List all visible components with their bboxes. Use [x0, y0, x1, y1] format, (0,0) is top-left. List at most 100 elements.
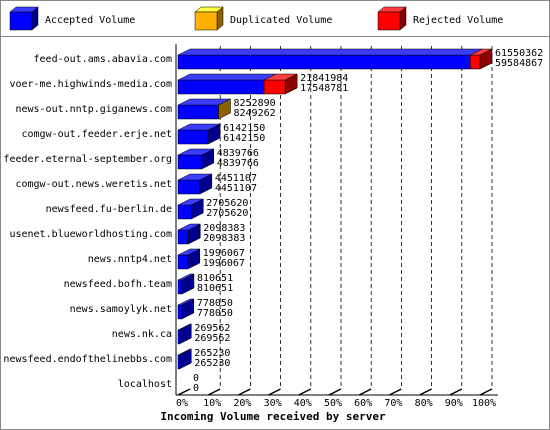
- value-label: 2705620: [206, 208, 248, 219]
- value-label: 8252890: [233, 98, 275, 109]
- bar-side: [187, 248, 201, 270]
- value-label: 1996067: [203, 258, 245, 269]
- legend-label: Duplicated Volume: [230, 15, 332, 26]
- x-tick-label: 70%: [384, 398, 402, 409]
- bar: [177, 279, 183, 295]
- bar-side: [479, 48, 493, 70]
- value-label: 4839766: [217, 158, 259, 169]
- value-label: 810651: [197, 283, 233, 294]
- bar-side: [207, 123, 221, 145]
- bar: [177, 154, 202, 170]
- tick-mark: [238, 388, 251, 396]
- y-tick-label: voer-me.highwinds-media.com: [9, 79, 172, 90]
- value-label: 1996067: [203, 248, 245, 259]
- bar: [177, 254, 189, 270]
- tick-mark: [328, 388, 342, 396]
- value-label: 265230: [194, 358, 230, 369]
- value-label: 59584867: [495, 58, 543, 69]
- legend-label: Rejected Volume: [413, 15, 503, 26]
- bar: [263, 79, 286, 95]
- legend-swatch: [194, 11, 218, 31]
- bar: [177, 179, 201, 195]
- value-label: 0: [193, 383, 199, 394]
- bar-side: [181, 298, 195, 320]
- bar: [470, 54, 481, 70]
- tick-mark: [268, 388, 281, 396]
- x-tick-label: 10%: [203, 398, 221, 409]
- bar-side: [179, 323, 192, 345]
- tick-mark: [389, 388, 402, 396]
- y-tick-label: usenet.blueworldhosting.com: [9, 229, 172, 240]
- bar-side: [218, 98, 231, 120]
- y-tick-label: news.nntp4.net: [88, 254, 172, 265]
- value-label: 2098383: [203, 223, 245, 234]
- legend-swatch: [377, 11, 401, 31]
- bar-side: [179, 348, 192, 370]
- tick-mark: [479, 388, 493, 396]
- value-label: 269562: [194, 323, 230, 334]
- x-tick-label: 40%: [294, 398, 312, 409]
- bar-side: [284, 73, 298, 95]
- bar-side: [191, 198, 204, 220]
- bar: [177, 204, 192, 220]
- x-tick-label: 0%: [176, 398, 188, 409]
- value-label: 21841984: [300, 73, 348, 84]
- value-label: 6142150: [223, 133, 265, 144]
- x-tick-label: 60%: [354, 398, 372, 409]
- value-label: 265230: [194, 348, 230, 359]
- value-label: 778050: [197, 308, 233, 319]
- bar-side: [181, 273, 195, 295]
- legend-label: Accepted Volume: [45, 15, 135, 26]
- value-label: 6142150: [223, 123, 265, 134]
- bar-top: [177, 73, 277, 81]
- x-tick-label: 100%: [472, 398, 496, 409]
- value-label: 2705620: [206, 198, 248, 209]
- value-label: 269562: [194, 333, 230, 344]
- value-label: 8249262: [233, 108, 275, 119]
- value-label: 61550362: [495, 48, 543, 59]
- value-label: 2098383: [203, 233, 245, 244]
- tick-mark: [419, 388, 432, 396]
- y-tick-label: newsfeed.fu-berlin.de: [46, 204, 172, 215]
- x-tick-label: 50%: [324, 398, 342, 409]
- bar: [177, 79, 265, 95]
- y-tick-label: localhost: [118, 379, 172, 390]
- tick-mark: [298, 388, 312, 396]
- bar-top: [177, 48, 483, 56]
- bar: [177, 304, 183, 320]
- x-tick-label: 80%: [415, 398, 433, 409]
- y-tick-label: feeder.eternal-september.org: [3, 154, 172, 165]
- x-tick-label: 20%: [233, 398, 251, 409]
- bar-side: [201, 148, 214, 170]
- y-tick-label: news.samoylyk.net: [70, 304, 172, 315]
- value-label: 778050: [197, 298, 233, 309]
- bar: [177, 104, 219, 120]
- y-tick-label: newsfeed.endofthelinebbs.com: [3, 354, 172, 365]
- bar: [177, 54, 471, 70]
- x-tick-label: 90%: [445, 398, 463, 409]
- tick-mark: [449, 388, 463, 396]
- tick-mark: [358, 388, 372, 396]
- legend-swatch: [9, 11, 33, 31]
- value-label: 810651: [197, 273, 233, 284]
- y-tick-label: news.nk.ca: [112, 329, 172, 340]
- tick-mark: [177, 388, 191, 396]
- value-label: 17548781: [300, 83, 348, 94]
- bar: [177, 129, 209, 145]
- tick-mark: [207, 388, 221, 396]
- value-label: 4839766: [217, 148, 259, 159]
- y-tick-label: feed-out.ams.abavia.com: [34, 54, 172, 65]
- value-label: 4451107: [215, 173, 257, 184]
- y-tick-label: news-out.nntp.giganews.com: [15, 104, 172, 115]
- value-label: 0: [193, 373, 199, 384]
- x-tick-label: 30%: [264, 398, 282, 409]
- x-axis-title: Incoming Volume received by server: [160, 410, 386, 423]
- y-tick-label: comgw-out.news.weretis.net: [15, 179, 172, 190]
- y-tick-label: newsfeed.bofh.team: [64, 279, 172, 290]
- y-tick-label: comgw-out.feeder.erje.net: [21, 129, 172, 140]
- bar: [177, 229, 189, 245]
- bar-side: [188, 223, 201, 245]
- bar-side: [199, 173, 213, 195]
